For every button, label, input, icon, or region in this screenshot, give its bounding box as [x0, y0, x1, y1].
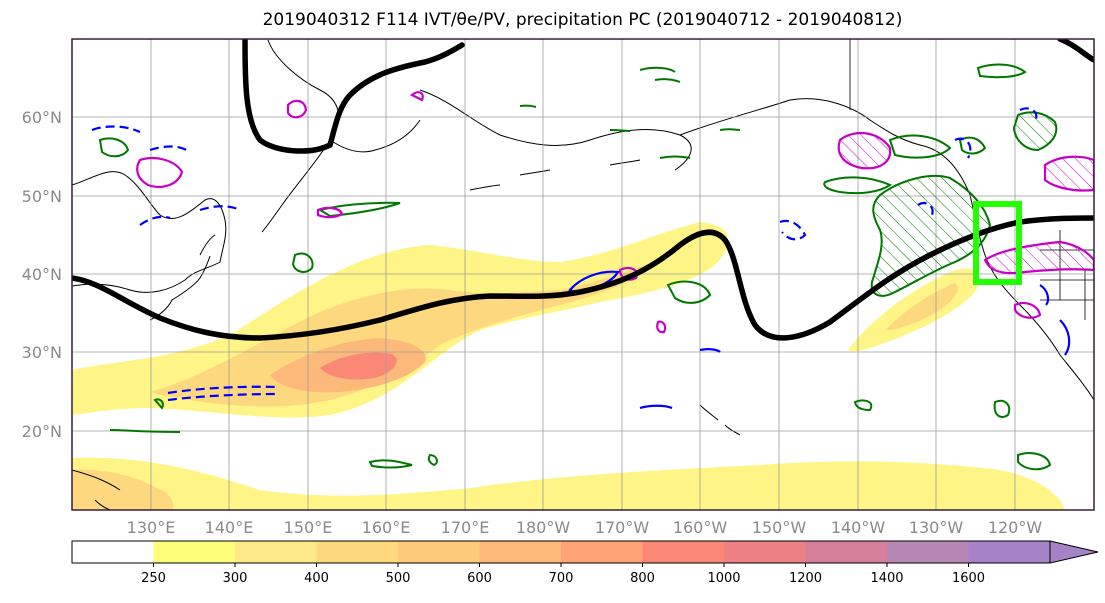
precip-contour: [666, 280, 712, 304]
colorbar: 250 300 400 500 600 700 800 1000 1200 1400 1600: [71, 540, 1099, 586]
precip-contour: [1012, 111, 1058, 152]
lon-label: 150°E: [284, 518, 333, 537]
lon-label: 160°E: [362, 518, 411, 537]
pv-positive-contour: [656, 320, 667, 334]
precip-contour: [291, 252, 314, 273]
colorbar-segment: [968, 541, 1051, 563]
colorbar-segment: [805, 541, 888, 563]
theta-e-contour: [242, 39, 465, 154]
pv-negative-contour: [779, 107, 1038, 241]
colorbar-segment: [561, 541, 643, 563]
colorbar-segment: [479, 541, 562, 563]
precip-contour: [368, 459, 413, 469]
pv-positive-contour: [136, 156, 184, 189]
precip-contours: [98, 63, 1058, 471]
lon-label: 160°W: [673, 518, 728, 537]
precip-contour: [993, 399, 1011, 418]
lon-label: 170°E: [441, 518, 490, 537]
map-frame: [71, 38, 1095, 511]
precip-contour: [823, 176, 893, 195]
map-area: [72, 39, 1094, 510]
theta-e-contours: [72, 39, 1094, 341]
target-box: [973, 201, 1022, 285]
colorbar-segment: [316, 541, 399, 563]
precip-contour: [98, 137, 130, 158]
colorbar-segment: [887, 541, 969, 563]
colorbar-segment: [72, 541, 154, 563]
colorbar-segment: [724, 541, 806, 563]
lon-label: 170°W: [595, 518, 650, 537]
colorbar-label: 1600: [952, 571, 985, 586]
colorbar-label: 1400: [870, 571, 903, 586]
pv-positive-contour: [316, 206, 344, 219]
lat-label: 40°N: [22, 265, 62, 284]
colorbar-label: 500: [386, 571, 411, 586]
pv-contours: [91, 91, 1094, 410]
colorbar-label: 250: [141, 571, 166, 586]
lon-label: 180°W: [516, 518, 571, 537]
ivt-band-peak: [320, 352, 397, 380]
colorbar-segment: [642, 541, 725, 563]
colorbar-extend-arrow: [1049, 540, 1099, 564]
precip-contour: [870, 174, 992, 297]
pv-positive-contour: [410, 91, 424, 102]
pv-negative-contour: [639, 284, 1071, 410]
lat-label: 60°N: [22, 108, 62, 127]
lat-labels: 60°N 50°N 40°N 30°N 20°N: [22, 108, 62, 441]
lat-label: 50°N: [22, 187, 62, 206]
pv-negative-contour: [91, 125, 241, 226]
precip-contour: [888, 134, 952, 159]
ivt-band-south: [72, 457, 1065, 510]
lon-label: 140°E: [205, 518, 254, 537]
colorbar-segment: [398, 541, 480, 563]
lon-label: 130°W: [909, 518, 964, 537]
lon-label: 140°W: [831, 518, 886, 537]
map-title: 2019040312 F114 IVT/θe/PV, precipitation…: [262, 10, 903, 30]
pv-positive-contour: [837, 131, 892, 170]
pv-positive-contour: [618, 266, 638, 281]
pv-positive-contour: [286, 99, 308, 119]
colorbar-label: 1000: [707, 571, 740, 586]
lon-label: 120°W: [988, 518, 1043, 537]
colorbar-label: 600: [467, 571, 492, 586]
precip-contour: [976, 63, 1027, 79]
coastline-islands-aleutian: [469, 159, 641, 191]
colorbar-label: 800: [630, 571, 655, 586]
colorbar-label: 300: [223, 571, 248, 586]
pv-positive-contour: [1043, 155, 1094, 192]
ivt-band-south-mid: [72, 469, 174, 510]
pv-positive-contour: [983, 240, 1094, 275]
ivt-band-east-mid: [885, 283, 958, 330]
coastlines: [72, 39, 1094, 510]
precip-contour: [1017, 452, 1052, 471]
lat-label: 20°N: [22, 422, 62, 441]
colorbar-segment: [153, 541, 236, 563]
lat-label: 30°N: [22, 343, 62, 362]
lon-label: 130°E: [127, 518, 176, 537]
theta-e-contour: [1057, 39, 1094, 63]
pv-positive-contour: [1013, 301, 1042, 319]
colorbar-label: 700: [549, 571, 574, 586]
pv-negative-contour: [167, 385, 279, 402]
colorbar-label: 1200: [789, 571, 822, 586]
lon-label: 150°W: [752, 518, 807, 537]
coastline-japan: [149, 234, 216, 321]
theta-e-contour: [72, 215, 1094, 341]
precip-contour: [958, 136, 987, 155]
coastline-asia: [72, 171, 227, 293]
lon-labels: 130°E 140°E 150°E 160°E 170°E 180°W 170°…: [127, 518, 1043, 537]
precip-contour: [153, 398, 873, 467]
coastline-alaska: [419, 89, 971, 196]
precip-contour: [109, 66, 741, 433]
precip-contour: [317, 201, 401, 218]
gridlines: [72, 39, 1094, 510]
colorbar-segment: [235, 541, 317, 563]
colorbar-label: 400: [304, 571, 329, 586]
